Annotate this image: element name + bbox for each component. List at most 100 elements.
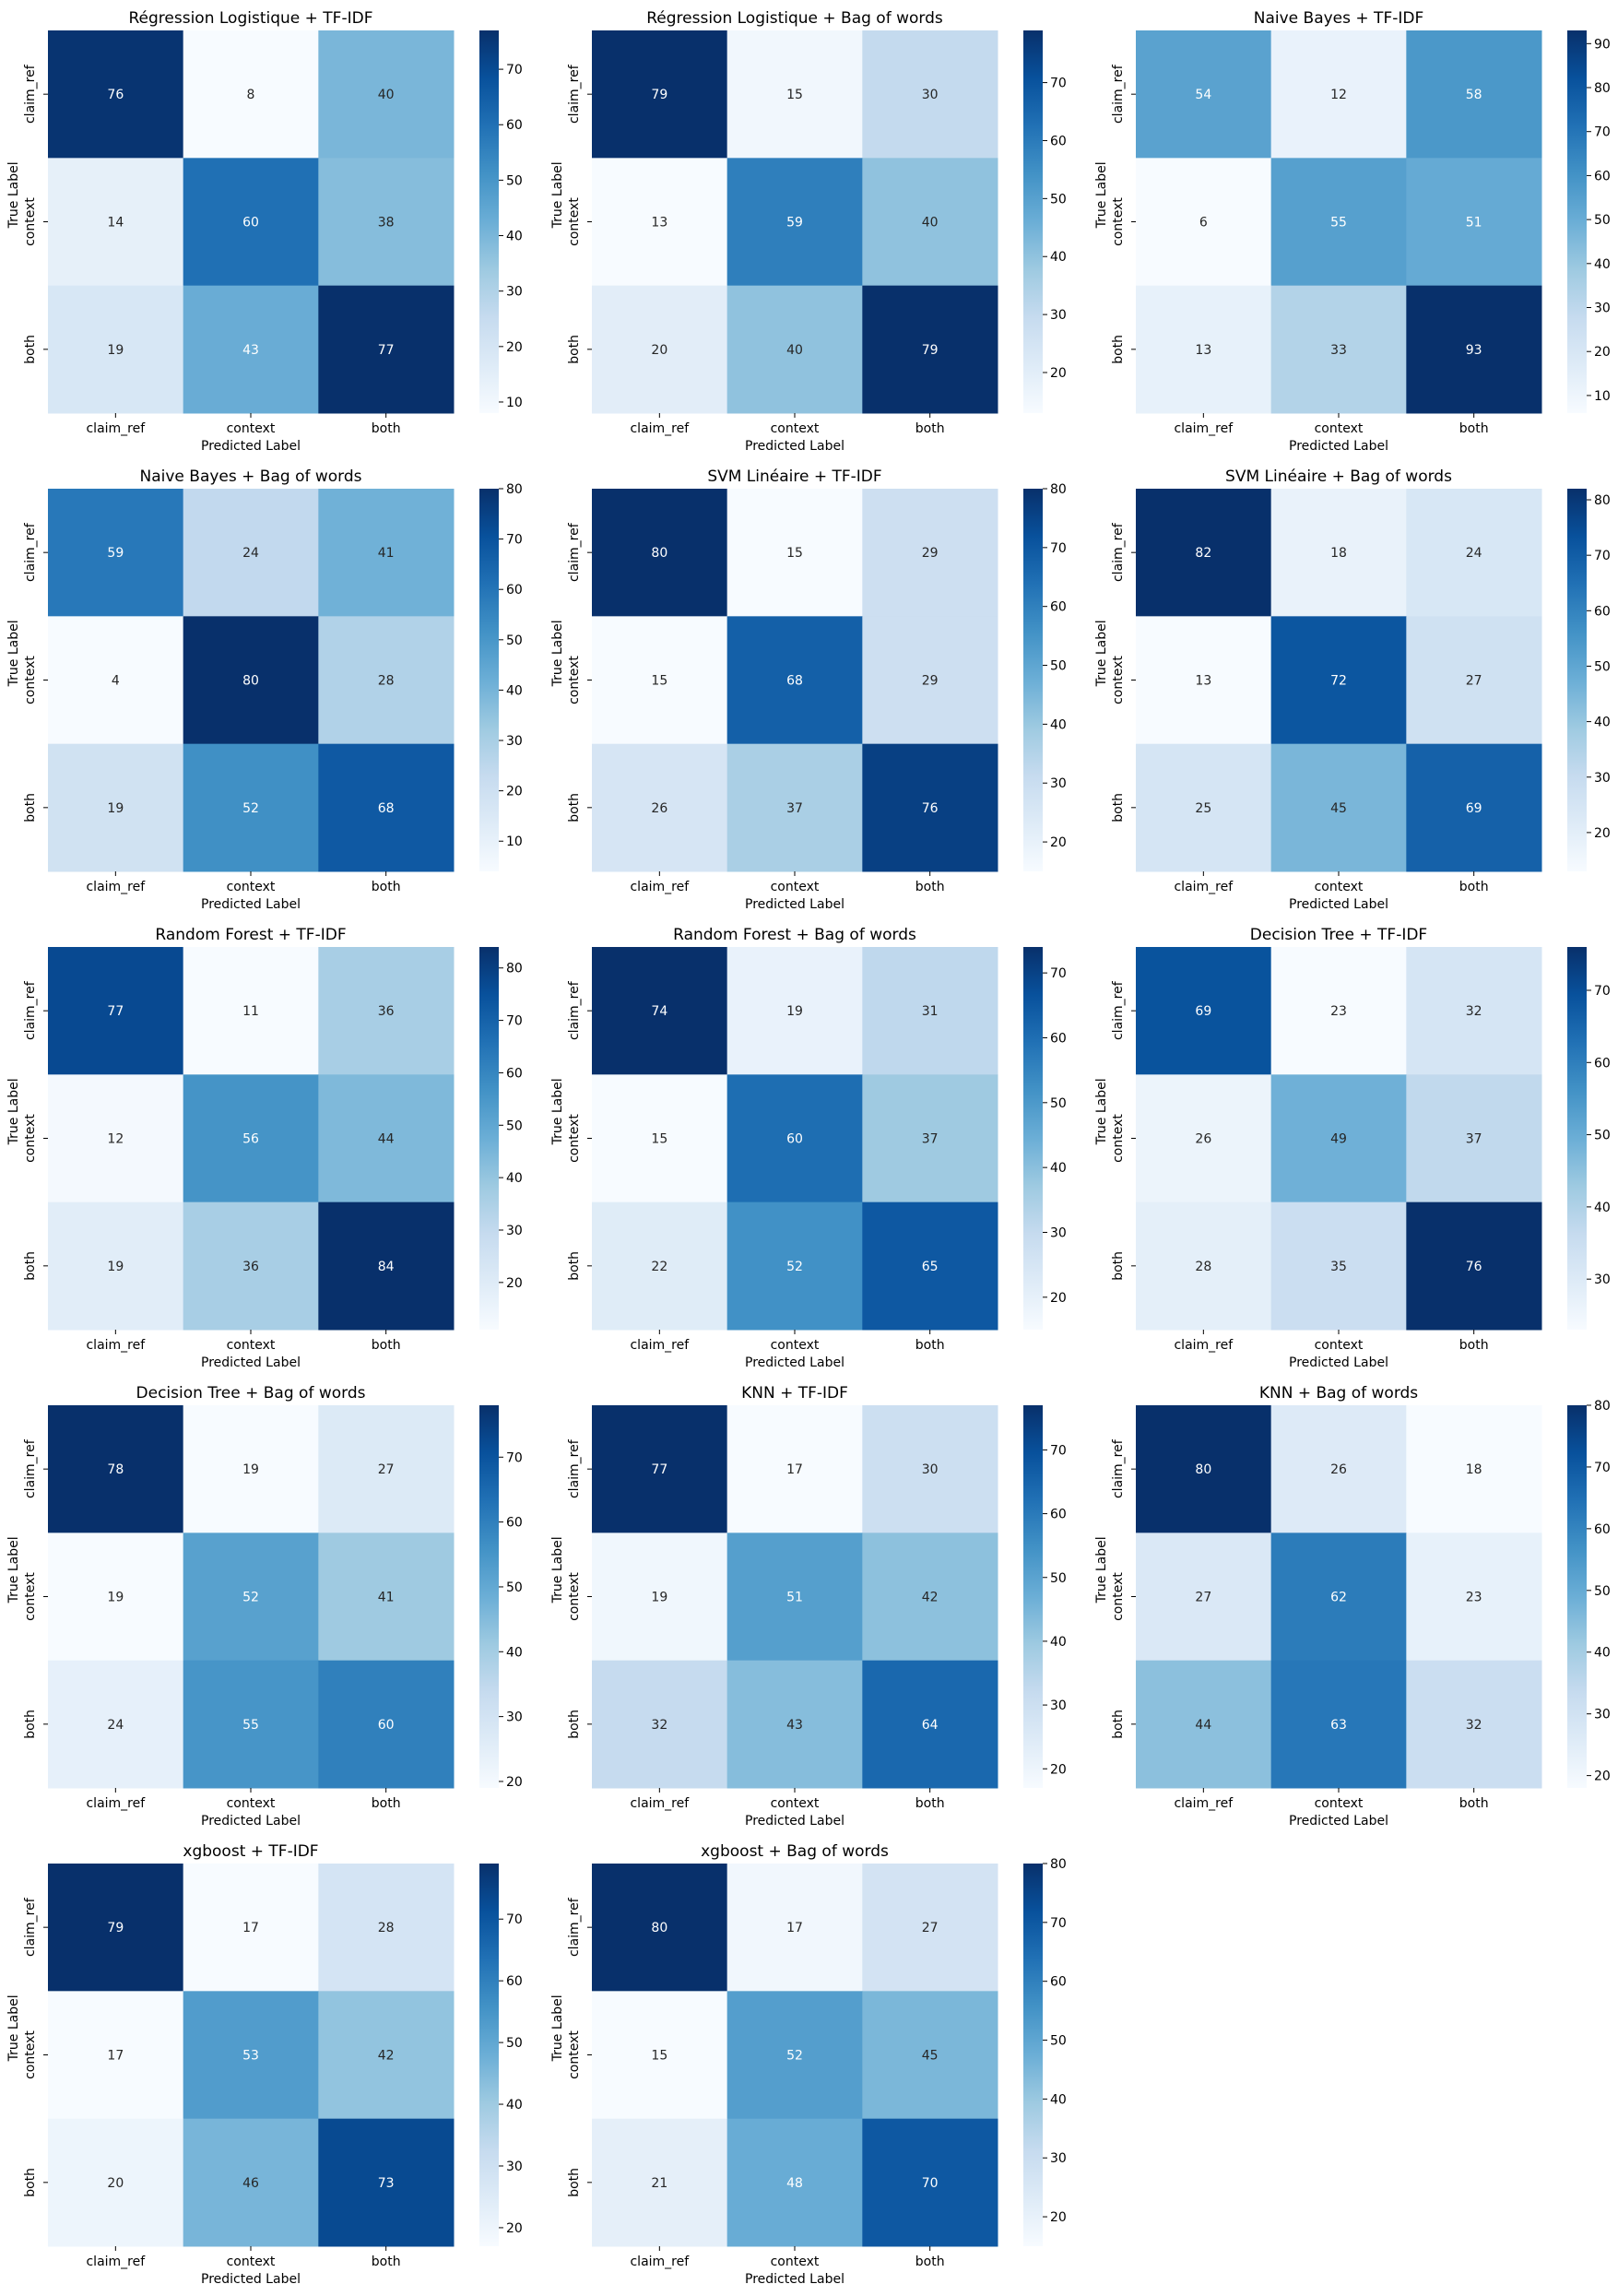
y-tick-label: context — [23, 1114, 38, 1163]
cell-value-label: 32 — [1466, 1718, 1482, 1733]
cell-value-label: 45 — [1330, 801, 1347, 816]
cell-value-label: 80 — [651, 1921, 667, 1935]
colorbar — [1567, 1405, 1587, 1788]
colorbar-tick-label: 70 — [506, 1014, 523, 1029]
heatmap-cell — [862, 1991, 998, 2120]
cell-value-label: 30 — [922, 88, 939, 102]
cell-value-label: 79 — [107, 1921, 124, 1935]
colorbar-tick-label: 30 — [1594, 1272, 1611, 1287]
x-tick-label: context — [1315, 1796, 1364, 1811]
cell-value-label: 24 — [1466, 546, 1482, 561]
cell-value-label: 25 — [1195, 801, 1211, 816]
colorbar-tick-label: 60 — [1050, 1031, 1067, 1046]
heatmap-cell — [1270, 1405, 1407, 1533]
heatmap-cell — [318, 1533, 455, 1662]
heatmap-cell — [48, 947, 184, 1075]
heatmap-cell — [592, 2118, 728, 2247]
colorbar-tick-label: 60 — [1594, 604, 1611, 619]
confusion-matrix-panel: 79 15 30 13 59 40 20 40 79 Régression Logistique … — [550, 9, 1067, 454]
heatmap-cell — [726, 1660, 863, 1789]
heatmap-cell — [183, 616, 319, 745]
chart-title: Decision Tree + Bag of words — [136, 1384, 366, 1402]
cell-value-label: 26 — [1195, 1132, 1211, 1147]
cell-value-label: 80 — [242, 674, 259, 689]
heatmap-cell — [318, 285, 455, 414]
heatmap-cell — [183, 2118, 319, 2247]
cell-value-label: 76 — [107, 88, 124, 102]
colorbar-tick-label: 40 — [1594, 716, 1611, 730]
cell-value-label: 40 — [922, 216, 939, 231]
chart-title: SVM Linéaire + TF-IDF — [707, 467, 881, 486]
colorbar-tick-label: 30 — [506, 734, 523, 749]
heatmap-cell — [1136, 1405, 1272, 1533]
cell-value-label: 29 — [922, 546, 939, 561]
cell-value-label: 70 — [922, 2176, 939, 2191]
chart-title: xgboost + Bag of words — [701, 1842, 889, 1861]
colorbar-tick-label: 50 — [1050, 659, 1067, 674]
heatmap-cell — [592, 30, 728, 159]
y-tick-label: both — [1111, 335, 1126, 364]
heatmap-cell — [862, 2118, 998, 2247]
heatmap-cell — [1136, 158, 1272, 287]
heatmap-cell — [862, 285, 998, 414]
cell-value-label: 80 — [1195, 1462, 1211, 1477]
y-tick-label: claim_ref — [23, 64, 38, 124]
colorbar-tick-label: 20 — [506, 340, 523, 355]
colorbar-tick-label: 70 — [1594, 984, 1611, 999]
cell-value-label: 19 — [107, 1591, 124, 1605]
colorbar-tick-label: 10 — [506, 396, 523, 410]
chart-title: xgboost + TF-IDF — [183, 1842, 318, 1861]
heatmap-cell — [862, 30, 998, 159]
colorbar-tick-label: 30 — [1594, 1708, 1611, 1722]
confusion-matrix-panel: 54 12 58 6 55 51 13 33 93 Naive Bayes + TF-IDF cla… — [1094, 9, 1611, 454]
cell-value-label: 33 — [1330, 343, 1347, 358]
x-tick-label: both — [915, 2255, 945, 2269]
colorbar-tick-label: 20 — [506, 785, 523, 799]
heatmap-cell — [318, 1405, 455, 1533]
colorbar-tick-label: 50 — [506, 2036, 523, 2051]
x-tick-label: both — [915, 421, 945, 436]
heatmap-cell — [862, 1533, 998, 1662]
heatmap-cell — [592, 1864, 728, 1992]
x-tick-label: claim_ref — [1174, 421, 1234, 436]
x-axis-label: Predicted Label — [745, 439, 844, 454]
chart-title: KNN + TF-IDF — [741, 1384, 848, 1402]
heatmap-cell — [592, 1533, 728, 1662]
cell-value-label: 60 — [378, 1718, 395, 1733]
colorbar — [479, 489, 499, 871]
x-axis-label: Predicted Label — [201, 439, 301, 454]
cell-value-label: 60 — [786, 1132, 803, 1147]
cell-value-label: 15 — [651, 1132, 667, 1147]
colorbar-tick-label: 40 — [506, 1171, 523, 1186]
cell-value-label: 6 — [1199, 216, 1208, 231]
heatmap-cell — [1270, 1201, 1407, 1331]
heatmap-cell — [1406, 158, 1542, 287]
colorbar-tick-label: 20 — [1050, 2210, 1067, 2225]
y-tick-label: both — [23, 793, 38, 823]
cell-value-label: 32 — [651, 1718, 667, 1733]
heatmap-cell — [183, 1660, 319, 1789]
heatmap-cell — [1406, 1405, 1542, 1533]
x-tick-label: context — [1315, 880, 1364, 894]
heatmap-cell — [48, 2118, 184, 2247]
colorbar — [1567, 30, 1587, 413]
x-tick-label: claim_ref — [86, 1338, 146, 1353]
confusion-matrix-panel: 79 17 28 17 53 42 20 46 73 xgboost + TF-IDF claim_… — [6, 1842, 523, 2287]
cell-value-label: 41 — [378, 1591, 395, 1605]
colorbar-tick-label: 40 — [1594, 1646, 1611, 1661]
heatmap-cell — [183, 489, 319, 617]
colorbar-tick-label: 50 — [506, 173, 523, 188]
cell-value-label: 35 — [1330, 1260, 1347, 1274]
cell-value-label: 80 — [651, 546, 667, 561]
x-tick-label: both — [915, 1796, 945, 1811]
x-tick-label: claim_ref — [86, 1796, 146, 1811]
heatmap-cell — [1406, 1074, 1542, 1203]
colorbar-tick-label: 30 — [506, 1710, 523, 1725]
heatmap-cell — [726, 489, 863, 617]
x-axis-label: Predicted Label — [745, 2272, 844, 2287]
x-axis-label: Predicted Label — [1289, 439, 1388, 454]
heatmap-cell — [183, 1864, 319, 1992]
x-tick-label: both — [1459, 421, 1489, 436]
heatmap-cell — [862, 1660, 998, 1789]
heatmap-cell — [1136, 489, 1272, 617]
